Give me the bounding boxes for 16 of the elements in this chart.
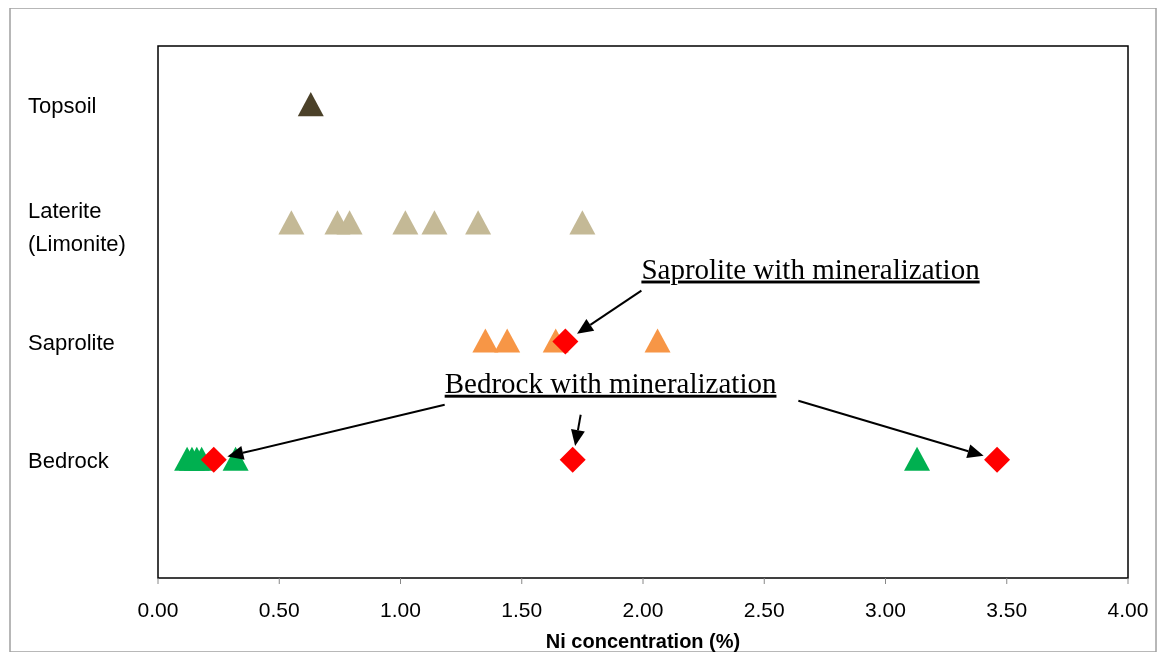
x-axis-title: Ni concentration (%)	[545, 630, 741, 652]
x-tick-label: 1.50	[501, 598, 543, 621]
x-tick-label: 3.50	[986, 598, 1028, 621]
y-tick-label: Saprolite	[28, 329, 115, 355]
annotation: Bedrock with mineralization	[444, 366, 777, 399]
annotation: Saprolite with mineralization	[641, 252, 981, 285]
x-tick-label: 1.00	[380, 598, 421, 621]
x-tick-label: 3.00	[865, 598, 906, 621]
y-tick-label: Laterite (Limonite)	[28, 198, 126, 257]
y-tick-label: Bedrock	[28, 447, 110, 473]
x-tick-label: 0.50	[258, 598, 300, 621]
x-tick-label: 2.50	[743, 598, 785, 621]
y-tick-label: Topsoil	[28, 93, 97, 119]
x-tick-label: 0.00	[137, 598, 179, 621]
x-tick-label: 4.00	[1107, 598, 1149, 621]
x-tick-label: 2.00	[622, 598, 664, 621]
